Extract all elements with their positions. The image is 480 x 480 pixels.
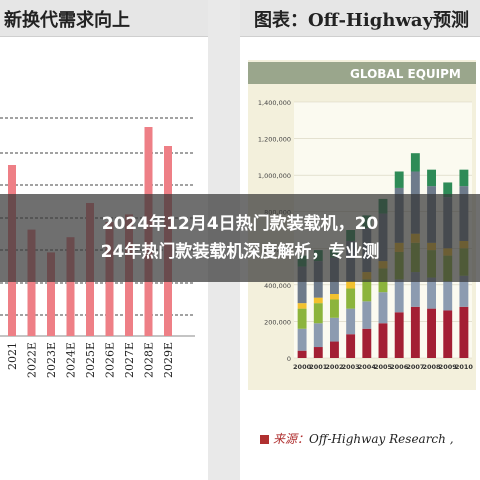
stacked-bar-segment [346,281,356,289]
stacked-bar-segment [297,303,307,309]
stacked-bar-segment [427,308,436,358]
x-tick-label: 2005 [374,363,393,371]
bar [47,252,55,336]
stacked-bar-segment [330,341,339,358]
x-tick-label: 2008 [422,363,441,371]
left-chart-header: 新换代需求向上 [0,0,208,37]
x-tick-label: 2029E [162,342,175,378]
x-tick-label: 2025E [84,342,97,378]
x-tick-label: 2024E [65,342,78,378]
stacked-bar-segment [427,169,436,187]
y-tick-label: 200,000 [264,318,291,326]
x-tick-label: 2027E [123,342,136,378]
y-tick-label: 0 [287,355,291,363]
stacked-bar-segment [330,299,339,318]
stacked-bar-segment [313,297,323,304]
stacked-bar-segment [378,323,388,358]
stacked-bar-segment [443,182,453,198]
stacked-bar-segment [297,328,307,351]
stacked-bar-segment [394,312,404,358]
stacked-bar-segment [297,350,307,358]
article-title-line-2: 24年热门款装载机深度解析，专业测 [100,242,380,262]
stacked-bar-segment [346,288,356,309]
source-bullet-icon [260,435,269,444]
stacked-bar-segment [459,306,469,358]
stacked-bar-segment [297,308,307,329]
stacked-bar-segment [362,279,372,302]
stacked-bar-segment [459,275,469,307]
y-tick-label: 1,000,000 [258,172,291,180]
stacked-bar-segment [378,292,388,324]
x-tick-label: 2010 [455,363,474,371]
x-tick-label: 2004 [358,363,377,371]
stacked-bar-segment [313,347,323,358]
stacked-bar-segment [410,272,420,307]
stacked-bar-segment [346,308,356,335]
x-tick-label: 2022E [26,342,39,378]
left-chart-heading: 新换代需求向上 [4,10,130,31]
x-tick-label: 2028E [143,342,156,378]
article-title[interactable]: 2024年12月4日热门款装载机，20 24年热门款装载机深度解析，专业测 [8,210,472,266]
x-tick-label: 2007 [406,363,424,371]
stacked-bar-segment [394,279,404,313]
x-tick-label: 2001 [309,363,328,371]
y-tick-label: 400,000 [264,282,291,290]
bar [27,229,36,336]
source-line: 来源：Off-Highway Research , [260,430,454,447]
article-title-overlay[interactable]: 2024年12月4日热门款装载机，20 24年热门款装载机深度解析，专业测 [0,194,480,282]
stacked-bar-segment [459,169,469,187]
x-tick-label: 2002 [325,363,343,371]
source-label: 来源： [273,432,310,446]
stacked-bar-segment [362,328,372,358]
x-tick-label: 2006 [390,363,409,371]
stacked-bar-segment [410,306,420,358]
chart-banner-text: GLOBAL EQUIPM [350,67,461,81]
y-tick-label: 1,400,000 [258,99,291,107]
stacked-bar-segment [313,323,323,348]
source-text: Off-Highway Research , [309,432,454,446]
x-tick-label: 2000 [293,363,312,371]
stacked-bar-segment [410,153,420,172]
stacked-bar-segment [330,294,339,300]
x-tick-label: 2003 [342,363,360,371]
right-chart-heading: 图表：Off-Highway预测 [254,10,470,31]
stacked-bar-segment [346,334,356,358]
y-tick-label: 1,200,000 [258,136,291,144]
stacked-bar-segment [394,171,404,188]
stacked-bar-segment [297,266,307,304]
stacked-bar-segment [313,303,323,324]
article-title-line-1: 2024年12月4日热门款装载机，20 [101,214,379,234]
right-chart-header: 图表：Off-Highway预测 [240,0,480,37]
chart-banner [248,62,476,84]
bar [66,237,75,336]
x-tick-label: 2026E [104,342,117,378]
stacked-bar-segment [362,301,372,329]
stacked-bar-segment [443,281,453,311]
x-tick-label: 2021 [6,342,19,370]
x-tick-label: 2009 [439,363,458,371]
stacked-bar-segment [443,310,453,358]
stacked-bar-segment [427,277,436,309]
x-tick-label: 2023E [45,342,58,378]
stacked-bar-segment [330,317,339,342]
